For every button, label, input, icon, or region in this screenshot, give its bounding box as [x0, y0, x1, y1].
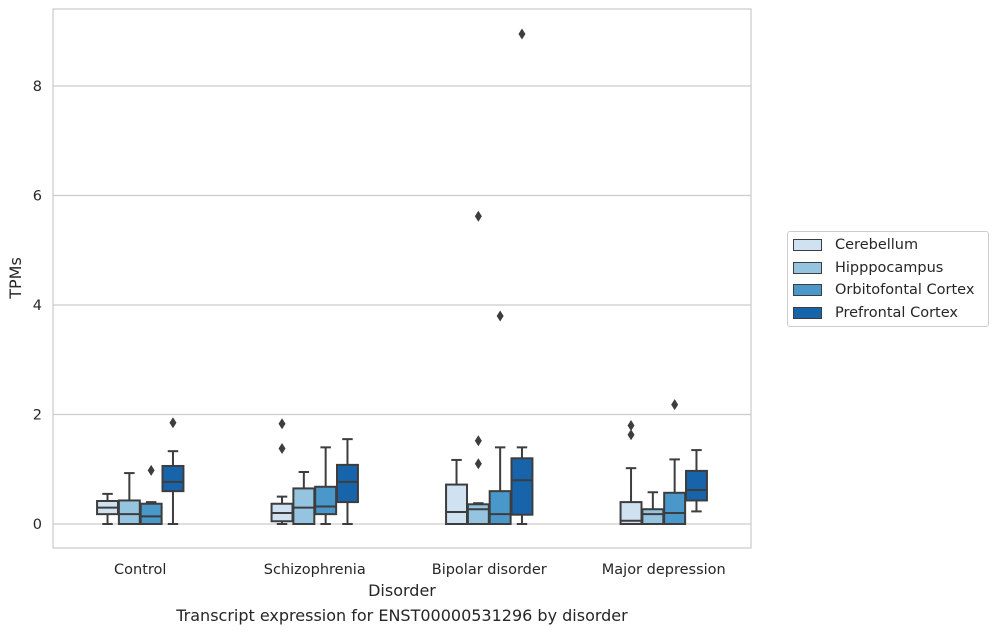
box-orbitofontal-cortex [488, 310, 512, 525]
y-tick-label: 4 [33, 298, 42, 314]
legend-swatch [793, 284, 822, 296]
y-tick-label: 0 [33, 517, 42, 533]
box-body [684, 469, 708, 502]
y-axis-label: TPMs [6, 257, 25, 300]
box-orbitofontal-cortex [663, 399, 687, 526]
outlier-point [147, 464, 155, 476]
box-body [445, 483, 469, 525]
box-body [466, 503, 490, 526]
legend-item: Orbitofontal Cortex [793, 280, 974, 300]
legend-item: Hipppocampus [793, 258, 943, 278]
outlier-point [627, 429, 635, 441]
outlier-point [671, 399, 679, 411]
box-body [488, 490, 512, 525]
box-body [663, 491, 687, 526]
outlier-point [474, 210, 482, 222]
x-axis-label: Disorder [368, 581, 436, 600]
legend-swatch [793, 261, 822, 274]
box-body [292, 487, 316, 526]
box-body [139, 502, 163, 525]
outlier-point [278, 442, 286, 454]
tick-labels: 0 2 4 6 8 Control Schizophrenia Bipolar disorde… [33, 79, 726, 578]
outlier-point [474, 435, 482, 447]
box-hipppocampus [117, 472, 141, 525]
box-cerebellum [270, 418, 294, 525]
x-tick-label: Bipolar disorder [432, 562, 547, 578]
y-tick-label: 2 [33, 408, 42, 424]
box-cerebellum [619, 419, 643, 526]
legend-item: Cerebellum [793, 235, 918, 255]
box-hipppocampus [466, 210, 490, 526]
x-tick-label: Schizophrenia [264, 562, 366, 578]
y-tick-label: 8 [33, 79, 42, 95]
legend-swatch [793, 306, 822, 319]
legend-item: Prefrontal Cortex [793, 303, 958, 323]
plot-frame [52, 8, 752, 549]
box-body [335, 463, 359, 504]
box-body [314, 485, 338, 516]
legend-label: Cerebellum [835, 237, 919, 253]
x-tick-label: Major depression [602, 562, 726, 578]
y-tick-label: 6 [33, 189, 42, 205]
box-cerebellum [96, 492, 120, 525]
outlier-point [169, 417, 177, 429]
legend: Cerebellum Hipppocampus Orbitofontal Corte… [787, 231, 989, 327]
legend-label: Orbitofontal Cortex [835, 282, 975, 298]
outlier-point [627, 419, 635, 431]
box-hipppocampus [292, 470, 316, 526]
box-prefrontal-cortex [510, 28, 534, 525]
box-hipppocampus [641, 491, 665, 525]
grid-lines [53, 85, 751, 525]
box-plots [96, 28, 708, 526]
box-orbitofontal-cortex [139, 464, 163, 525]
outlier-point [474, 458, 482, 470]
box-body [510, 457, 534, 516]
box-prefrontal-cortex [684, 449, 708, 513]
outlier-point [496, 310, 504, 322]
box-prefrontal-cortex [161, 417, 185, 525]
box-body [117, 499, 141, 525]
box-orbitofontal-cortex [314, 446, 338, 525]
legend-swatch [793, 239, 822, 251]
box-cerebellum [445, 458, 469, 525]
x-tick-label: Control [114, 562, 166, 578]
chart-caption: Transcript expression for ENST0000053129… [176, 606, 628, 625]
box-prefrontal-cortex [335, 438, 359, 525]
legend-label: Prefrontal Cortex [835, 304, 958, 321]
box-body [161, 464, 185, 493]
legend-label: Hipppocampus [835, 259, 944, 276]
box-body [641, 508, 665, 525]
outlier-point [518, 28, 526, 40]
outlier-point [278, 418, 286, 430]
